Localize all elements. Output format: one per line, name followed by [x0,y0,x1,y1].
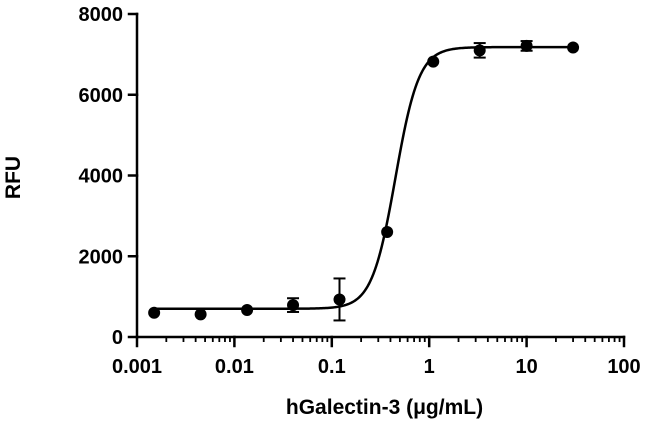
data-point [333,293,346,306]
x-tick-label: 10 [515,356,537,378]
x-tick-label: 1 [424,356,435,378]
y-tick-label: 6000 [79,85,124,107]
fit-curve [154,45,574,310]
data-point [241,303,254,316]
data-points [148,39,580,322]
axes [135,12,626,339]
y-tick-label: 2000 [79,246,124,268]
y-tick-label: 4000 [79,166,124,188]
x-tick-label: 0.01 [215,356,254,378]
x-tick-label: 100 [607,356,640,378]
x-tick-label: 0.1 [318,356,346,378]
x-ticks: 0.001 0.01 0.1 1 10 100 [112,335,641,378]
data-point [287,299,300,312]
x-axis-title: hGalectin-3 (μg/mL) [286,396,483,419]
y-ticks: 0 2000 4000 6000 8000 [79,4,139,349]
data-point [194,308,207,321]
y-axis-title: RFU [2,156,25,199]
data-point [381,226,394,239]
data-point [473,44,486,57]
data-point [567,41,580,54]
y-tick-label: 0 [112,327,123,349]
x-tick-label: 0.001 [112,356,162,378]
y-tick-label: 8000 [79,4,124,26]
data-point [427,55,440,68]
data-point [520,39,533,52]
data-point [148,306,161,319]
